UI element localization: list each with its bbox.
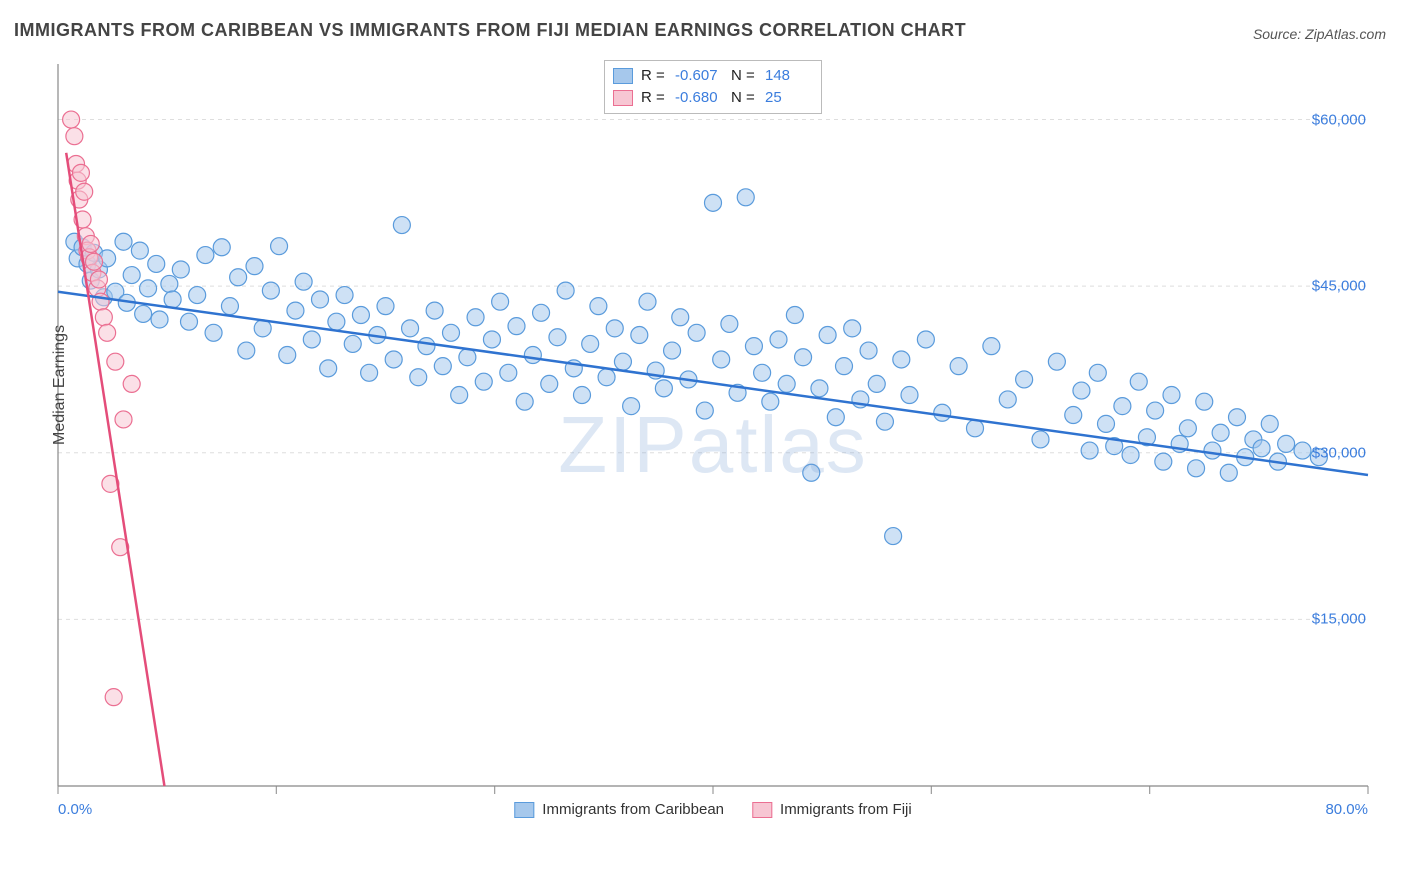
y-tick-label: $30,000 [1312,444,1366,461]
r-label-0: R = [641,65,667,87]
y-tick-label: $45,000 [1312,278,1366,295]
chart-title: IMMIGRANTS FROM CARIBBEAN VS IMMIGRANTS … [14,20,966,41]
n-value-1: 25 [765,87,813,109]
n-label-1: N = [731,87,757,109]
y-axis-label: Median Earnings [51,325,69,445]
y-tick-label: $60,000 [1312,111,1366,128]
legend-swatch-0 [613,68,633,84]
legend-swatch-fiji [752,802,772,818]
legend-item-caribbean: Immigrants from Caribbean [514,801,724,818]
legend-row-0: R = -0.607 N = 148 [613,65,813,87]
n-value-0: 148 [765,65,813,87]
legend-swatch-1 [613,90,633,106]
r-label-1: R = [641,87,667,109]
correlation-legend: R = -0.607 N = 148 R = -0.680 N = 25 [604,60,822,114]
legend-row-1: R = -0.680 N = 25 [613,87,813,109]
n-label-0: N = [731,65,757,87]
chart-svg [50,60,1376,830]
legend-item-fiji: Immigrants from Fiji [752,801,912,818]
source-label: Source: ZipAtlas.com [1253,26,1386,42]
x-axis-max-label: 80.0% [1325,801,1368,818]
legend-label-caribbean: Immigrants from Caribbean [542,801,724,818]
r-value-1: -0.680 [675,87,723,109]
y-tick-label: $15,000 [1312,611,1366,628]
chart-container: IMMIGRANTS FROM CARIBBEAN VS IMMIGRANTS … [0,0,1406,892]
plot-area: Median Earnings R = -0.607 N = 148 R = -… [50,60,1376,830]
legend-swatch-caribbean [514,802,534,818]
r-value-0: -0.607 [675,65,723,87]
x-axis-min-label: 0.0% [58,801,92,818]
series-legend: Immigrants from Caribbean Immigrants fro… [514,801,911,818]
legend-label-fiji: Immigrants from Fiji [780,801,912,818]
